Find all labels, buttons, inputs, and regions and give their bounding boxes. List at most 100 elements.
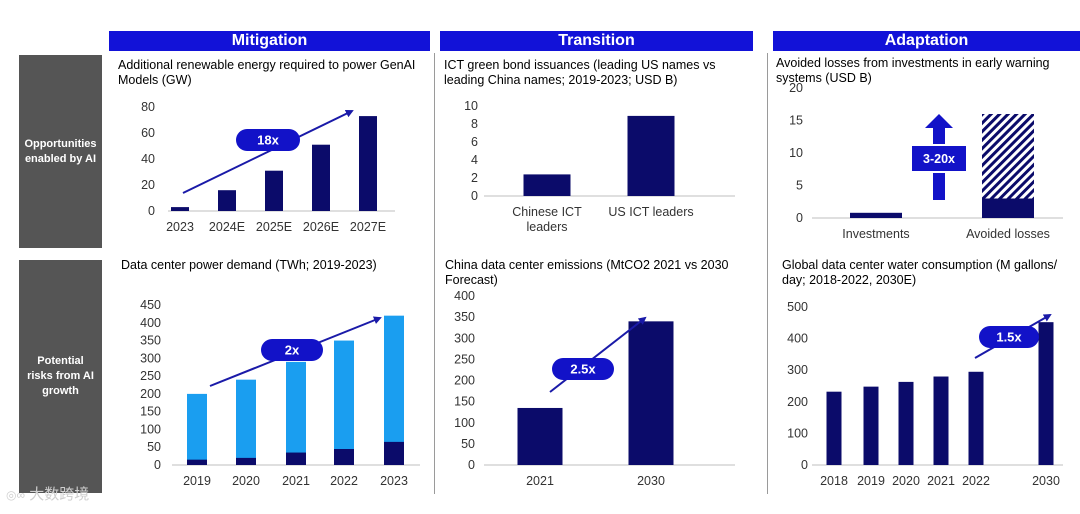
- column-separator-2: [767, 53, 768, 494]
- c4-ytick: 150: [140, 405, 161, 419]
- c6-ytick: 0: [801, 458, 808, 472]
- c1-ytick: 20: [141, 178, 155, 192]
- c1-arrow: [182, 110, 354, 194]
- c5-ytick: 300: [454, 331, 475, 345]
- c6-xtick: 2018: [820, 474, 848, 488]
- c2-bar: [627, 115, 675, 196]
- c4-ytick: 100: [140, 422, 161, 436]
- c4-ytick: 400: [140, 316, 161, 330]
- c4-bar-total: [236, 379, 256, 465]
- c3-callout-label: 3-20x: [923, 152, 955, 166]
- c6-bar: [826, 391, 842, 465]
- row-label-opportunities: Opportunities enabled by AI: [19, 55, 102, 248]
- watermark: ◎∞ 大数跨境: [6, 483, 89, 504]
- c4-ytick: 200: [140, 387, 161, 401]
- c1-bar: [265, 170, 283, 211]
- c5-bar: [628, 321, 674, 465]
- chart-title-avoided-losses: Avoided losses from investments in early…: [776, 56, 1050, 85]
- header-transition: Transition: [440, 31, 753, 51]
- c4-bar-total: [187, 393, 207, 465]
- c3-ytick: 5: [796, 179, 803, 193]
- c3-bar: [982, 198, 1034, 218]
- chart-title-renewable: Additional renewable energy required to …: [118, 58, 416, 87]
- c6-badge-label: 1.5x: [996, 330, 1022, 345]
- c4-ytick: 250: [140, 369, 161, 383]
- c1-ytick: 60: [141, 126, 155, 140]
- c4-ytick: 50: [147, 440, 161, 454]
- c4-ytick: 300: [140, 351, 161, 365]
- c6-ytick: 100: [787, 426, 808, 440]
- c4-xtick: 2023: [380, 474, 408, 488]
- c3-ytick: 0: [796, 211, 803, 225]
- c4-bar-total: [334, 340, 354, 465]
- c5-badge-label: 2.5x: [570, 362, 596, 377]
- column-separator-1: [434, 53, 435, 494]
- c4-ytick: 450: [140, 298, 161, 312]
- c5-ytick: 250: [454, 352, 475, 366]
- c6-bar: [968, 371, 984, 465]
- c5-ytick: 150: [454, 395, 475, 409]
- c5-xtick: 2030: [637, 474, 665, 488]
- c6-bar: [863, 386, 879, 465]
- c1-bar: [218, 190, 236, 211]
- c6-ytick: 300: [787, 363, 808, 377]
- c5-ytick: 0: [468, 458, 475, 472]
- c2-ytick: 4: [471, 153, 478, 167]
- c3-ytick: 20: [789, 81, 803, 95]
- c6-bar: [933, 376, 949, 465]
- c1-xtick: 2023: [166, 220, 194, 234]
- c5-ytick: 50: [461, 437, 475, 451]
- c6-badge: [979, 326, 1039, 348]
- c3-bar-range: [982, 114, 1034, 199]
- c6-ytick: 200: [787, 395, 808, 409]
- c4-bar-total: [384, 315, 404, 465]
- c3-ytick: 10: [789, 146, 803, 160]
- c1-xtick: 2026E: [303, 220, 339, 234]
- c4-ytick: 0: [154, 458, 161, 472]
- c4-ytick: 350: [140, 334, 161, 348]
- chart-title-power-demand: Data center power demand (TWh; 2019-2023…: [121, 258, 377, 272]
- c4-badge-label: 2x: [285, 343, 300, 358]
- c3-xtick: Investments: [842, 227, 909, 241]
- c4-bar-base: [236, 457, 256, 465]
- c2-ytick: 2: [471, 171, 478, 185]
- c6-ytick: 400: [787, 332, 808, 346]
- header-mitigation: Mitigation: [109, 31, 430, 51]
- c2-ytick: 10: [464, 99, 478, 113]
- c2-ytick: 6: [471, 135, 478, 149]
- c1-xtick: 2027E: [350, 220, 386, 234]
- c1-ytick: 80: [141, 100, 155, 114]
- c5-ytick: 400: [454, 289, 475, 303]
- c1-bar: [312, 144, 330, 211]
- c6-xtick: 2019: [857, 474, 885, 488]
- c3-ytick: 15: [789, 114, 803, 128]
- c5-ytick: 350: [454, 310, 475, 324]
- c3-callout-box: [910, 144, 968, 173]
- c6-bar: [1038, 322, 1054, 465]
- c1-badge-label: 18x: [257, 133, 279, 148]
- header-adaptation: Adaptation: [773, 31, 1080, 51]
- c5-ytick: 200: [454, 374, 475, 388]
- c5-xtick: 2021: [526, 474, 554, 488]
- c2-ytick: 0: [471, 189, 478, 203]
- c4-bar-base: [334, 449, 354, 465]
- c6-xtick: 2020: [892, 474, 920, 488]
- c5-bar: [517, 407, 563, 465]
- watermark-icon: ◎∞: [6, 488, 26, 502]
- c3-xtick: Avoided losses: [966, 227, 1050, 241]
- c1-badge: [236, 129, 300, 151]
- c6-xtick: 2021: [927, 474, 955, 488]
- c2-ytick: 8: [471, 117, 478, 131]
- c2-xtick: US ICT leaders: [608, 205, 693, 219]
- chart-title-green-bonds: ICT green bond issuances (leading US nam…: [444, 58, 716, 87]
- c4-bar-base: [384, 441, 404, 465]
- c4-badge: [261, 339, 323, 361]
- c1-xtick: 2024E: [209, 220, 245, 234]
- c5-ytick: 100: [454, 416, 475, 430]
- c4-xtick: 2019: [183, 474, 211, 488]
- c4-xtick: 2021: [282, 474, 310, 488]
- c4-bar-base: [286, 452, 306, 465]
- c2-bar: [523, 174, 571, 196]
- c6-xtick: 2022: [962, 474, 990, 488]
